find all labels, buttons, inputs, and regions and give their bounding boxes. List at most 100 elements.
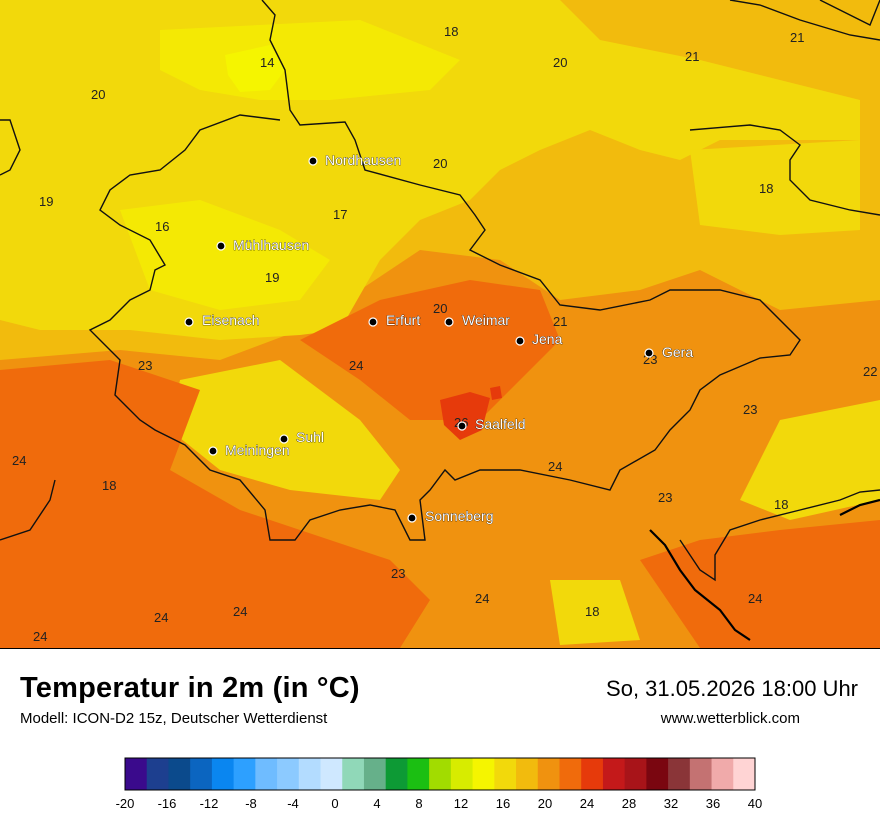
legend-tick-label: -8: [245, 796, 257, 811]
city-label: Sonneberg: [425, 508, 494, 524]
city-dot: [216, 241, 226, 251]
legend-tick-label: 32: [664, 796, 678, 811]
legend-tick-label: 36: [706, 796, 720, 811]
city-saalfeld[interactable]: Saalfeld: [457, 416, 526, 432]
temperature-map: 18 20 21 21 14 20 20 19 16 17 18 19 20 2…: [0, 0, 880, 649]
temp-label: 24: [233, 604, 247, 619]
legend-swatch: [168, 758, 191, 790]
legend-tick-label: 8: [415, 796, 422, 811]
legend-swatch: [537, 758, 560, 790]
temp-label: 23: [138, 358, 152, 373]
legend-tick-label: 4: [373, 796, 380, 811]
legend-swatch: [342, 758, 365, 790]
city-dot: [407, 513, 417, 523]
legend-swatch: [472, 758, 495, 790]
temp-label: 24: [475, 591, 489, 606]
legend-swatch: [668, 758, 691, 790]
temp-label: 20: [553, 55, 567, 70]
city-dot: [308, 156, 318, 166]
legend-svg: -20 -16 -12 -8 -4 0 4 8 12 16 20 24 28 32 36 40: [116, 757, 763, 811]
country-border: [649, 498, 880, 641]
temp-label: 21: [790, 30, 804, 45]
legend-swatch: [624, 758, 647, 790]
legend-border: [124, 757, 756, 791]
legend-tick-label: -16: [158, 796, 177, 811]
legend-tick-label: 0: [331, 796, 338, 811]
city-meiningen[interactable]: Meiningen: [208, 442, 290, 458]
city-label: Jena: [532, 331, 563, 347]
legend-swatch: [733, 758, 756, 790]
city-gera[interactable]: Gera: [644, 344, 694, 360]
cities: Nordhausen Mühlhausen Eisenach Erfurt We…: [184, 152, 694, 524]
legend-swatch: [581, 758, 604, 790]
city-dot: [208, 446, 218, 456]
temp-label: 20: [91, 87, 105, 102]
city-suhl[interactable]: Suhl: [279, 429, 324, 445]
temp-label: 24: [33, 629, 47, 644]
temp-label: 14: [260, 55, 274, 70]
city-dot: [515, 336, 525, 346]
temp-zone-24-east: [640, 520, 880, 648]
forecast-datetime: So, 31.05.2026 18:00 Uhr: [606, 676, 858, 701]
city-label: Erfurt: [386, 312, 420, 328]
temp-label: 18: [444, 24, 458, 39]
temperature-labels: 18 20 21 21 14 20 20 19 16 17 18 19 20 2…: [12, 24, 877, 644]
legend-swatch: [407, 758, 430, 790]
legend-swatch: [320, 758, 343, 790]
temp-zone-24: [0, 360, 430, 648]
legend-tick-label: 20: [538, 796, 552, 811]
city-dot: [457, 421, 467, 431]
temp-label: 24: [548, 459, 562, 474]
temp-label: 19: [265, 270, 279, 285]
legend-swatch: [646, 758, 669, 790]
city-dot: [444, 317, 454, 327]
temp-zone-16-central: [120, 200, 330, 310]
temp-zone-18-east: [690, 140, 860, 235]
legend-tick-label: 40: [748, 796, 762, 811]
temp-label: 20: [433, 156, 447, 171]
city-eisenach[interactable]: Eisenach: [184, 312, 260, 328]
color-legend: -20 -16 -12 -8 -4 0 4 8 12 16 20 24 28 32 36 40: [0, 755, 880, 830]
map-svg: 18 20 21 21 14 20 20 19 16 17 18 19 20 2…: [0, 0, 880, 648]
temp-label: 16: [155, 219, 169, 234]
legend-swatch: [363, 758, 387, 790]
temp-zone-26: [440, 392, 490, 440]
temp-label: 21: [685, 49, 699, 64]
city-weimar[interactable]: Weimar: [444, 312, 511, 328]
temp-label: 24: [12, 453, 26, 468]
city-muehlhausen[interactable]: Mühlhausen: [216, 237, 310, 253]
temp-label: 22: [863, 364, 877, 379]
legend-swatch: [211, 758, 235, 790]
city-dot: [368, 317, 378, 327]
city-nordhausen[interactable]: Nordhausen: [308, 152, 402, 168]
state-borders: [0, 0, 880, 582]
temp-label: 23: [658, 490, 672, 505]
legend-swatch: [385, 758, 408, 790]
city-dot: [279, 434, 289, 444]
legend-swatch: [450, 758, 474, 790]
legend-tick-label: 16: [496, 796, 510, 811]
legend-ticks: -20 -16 -12 -8 -4 0 4 8 12 16 20 24 28 32 36 40: [116, 796, 763, 811]
legend-swatch: [711, 758, 734, 790]
temp-label: 18: [759, 181, 773, 196]
temp-zone-24-central: [300, 280, 560, 420]
city-erfurt[interactable]: Erfurt: [368, 312, 421, 328]
city-label: Suhl: [296, 429, 324, 445]
city-sonneberg[interactable]: Sonneberg: [407, 508, 494, 524]
website-link[interactable]: www.wetterblick.com: [660, 710, 800, 727]
temp-label: 20: [433, 301, 447, 316]
temp-zone-18-south: [550, 580, 640, 645]
city-jena[interactable]: Jena: [515, 331, 563, 347]
legend-tick-label: 28: [622, 796, 636, 811]
legend-swatch: [689, 758, 713, 790]
legend-swatch: [233, 758, 256, 790]
legend-swatch: [298, 758, 322, 790]
temp-label: 18: [585, 604, 599, 619]
legend-swatch: [125, 758, 148, 790]
temp-label: 19: [39, 194, 53, 209]
temp-label: 23: [391, 566, 405, 581]
legend-swatch: [559, 758, 582, 790]
legend-tick-label: 24: [580, 796, 594, 811]
city-label: Gera: [662, 344, 693, 360]
temp-label: 24: [349, 358, 363, 373]
